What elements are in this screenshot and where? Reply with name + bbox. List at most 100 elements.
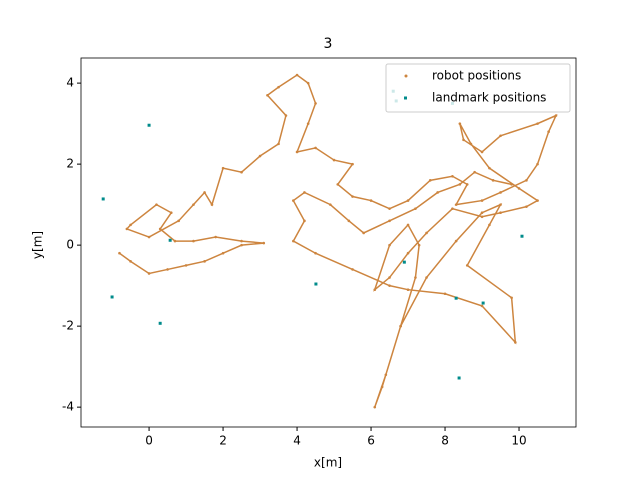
robot-point [314,146,317,150]
robot-point [499,211,502,215]
robot-point [388,284,391,287]
robot-point [425,231,428,235]
trajectory-line [119,74,558,408]
robot-point [262,241,266,245]
robot-point [166,268,169,271]
robot-point [158,227,162,231]
robot-point [214,235,217,239]
robot-point [329,203,332,206]
landmark-point [457,376,461,380]
robot-point [517,187,521,190]
robot-point [488,223,491,227]
robot-point [469,142,473,146]
robot-point [314,102,317,105]
x-tick-label: 8 [441,434,449,448]
legend-label: robot positions [432,69,521,83]
legend-label: landmark positions [432,91,546,105]
robot-point [388,219,391,223]
robot-point [414,276,417,279]
robot-point [525,179,528,182]
robot-point [203,191,206,194]
robot-point [277,85,280,89]
robot-point [417,243,421,247]
x-tick-label: 4 [293,434,301,448]
robot-point [458,183,462,186]
robot-point [499,134,502,138]
robot-point [436,191,439,194]
robot-point [292,199,295,202]
robot-point [258,154,262,158]
robot-point [399,324,402,328]
robot-point [414,207,417,210]
robot-point [332,158,336,162]
robot-point [480,215,484,219]
robot-point [203,260,206,263]
robot-point [554,114,558,117]
robot-point [351,162,354,166]
robot-point [184,264,188,267]
robot-point [295,73,299,77]
robot-point [125,227,129,231]
robot-point [118,251,121,255]
robot-point [406,199,410,202]
robot-point [373,288,377,291]
robot-point [480,150,484,154]
x-axis-label: x[m] [314,456,342,470]
legend-marker [404,74,408,78]
landmark-point [110,295,114,299]
robot-point [129,223,132,227]
robot-point [306,122,310,125]
robot-point [406,251,410,255]
robot-point [425,276,428,279]
legend-box [385,63,571,113]
robot-point [388,276,391,279]
x-tick-label: 6 [367,434,375,448]
robot-point [406,223,410,227]
robot-point [406,288,410,291]
robot-point [525,205,528,208]
robot-point [240,239,243,243]
landmark-point [520,234,524,238]
robot-point [462,138,465,142]
robot-point [277,142,280,146]
robot-point [451,174,454,178]
robot-point [465,264,469,267]
robot-point [388,207,391,210]
landmark-point [147,123,151,127]
robot-point [192,239,195,243]
robot-point [454,203,458,206]
robot-point [510,296,513,300]
y-tick-label: -4 [62,400,74,414]
robot-point [240,170,243,174]
landmark-point [168,238,172,242]
robot-point [155,203,158,206]
robot-point [177,219,180,223]
x-tick-label: 0 [145,434,153,448]
robot-point [480,304,484,308]
robot-point [514,341,517,344]
plot-frame [80,57,577,428]
y-tick-label: 4 [66,76,74,90]
robot-point [240,243,243,247]
robot-point [292,239,295,243]
y-tick-label: 2 [66,157,74,171]
robot-point [362,231,365,235]
robot-point [454,239,458,243]
robot-point [373,405,377,409]
robot-point [488,166,491,170]
landmark-point [314,282,318,286]
y-tick-label: -2 [62,319,74,333]
robot-point [480,199,484,202]
robot-point [499,203,502,206]
robot-point [473,170,476,174]
robot-point [428,179,432,182]
robot-point [351,195,354,198]
robot-point [458,122,462,125]
x-tick-label: 10 [511,434,526,448]
x-tick-label: 2 [219,434,227,448]
robot-point [336,183,340,186]
robot-point [173,239,177,243]
robot-point [384,373,388,377]
robot-point [547,130,550,134]
